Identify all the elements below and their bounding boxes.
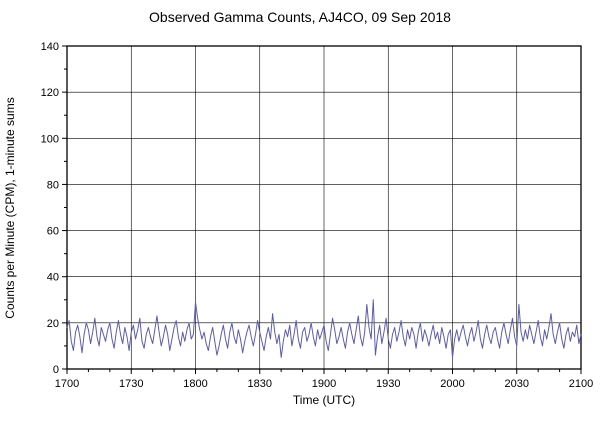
y-tick-label: 100	[41, 133, 59, 145]
y-tick-label: 80	[47, 179, 59, 191]
chart-title: Observed Gamma Counts, AJ4CO, 09 Sep 201…	[149, 9, 451, 25]
x-tick-label: 2030	[505, 378, 529, 390]
y-tick-label: 60	[47, 226, 59, 238]
x-tick-label: 1830	[248, 378, 272, 390]
y-axis-title: Counts per Minute (CPM), 1-minute sums	[3, 97, 17, 318]
y-tick-label: 20	[47, 318, 59, 330]
x-axis-title: Time (UTC)	[293, 393, 355, 407]
x-tick-label: 1900	[312, 378, 336, 390]
x-tick-label: 2100	[569, 378, 593, 390]
y-tick-label: 0	[53, 364, 59, 376]
x-tick-label: 1700	[55, 378, 79, 390]
y-tick-label: 140	[41, 41, 59, 53]
gamma-counts-series-line	[66, 299, 582, 358]
x-tick-label: 1800	[183, 378, 207, 390]
plot-border	[66, 45, 582, 370]
grid-lines	[66, 45, 582, 370]
y-tick-label: 40	[47, 272, 59, 284]
axis-ticks	[62, 45, 582, 374]
tick-labels: 1700 1730 1800 1830 1900 1930 2000 2030 2100 0 20 4…	[41, 41, 594, 390]
x-tick-label: 1930	[376, 378, 400, 390]
y-tick-label: 120	[41, 87, 59, 99]
x-tick-label: 1730	[119, 378, 143, 390]
x-tick-label: 2000	[440, 378, 464, 390]
